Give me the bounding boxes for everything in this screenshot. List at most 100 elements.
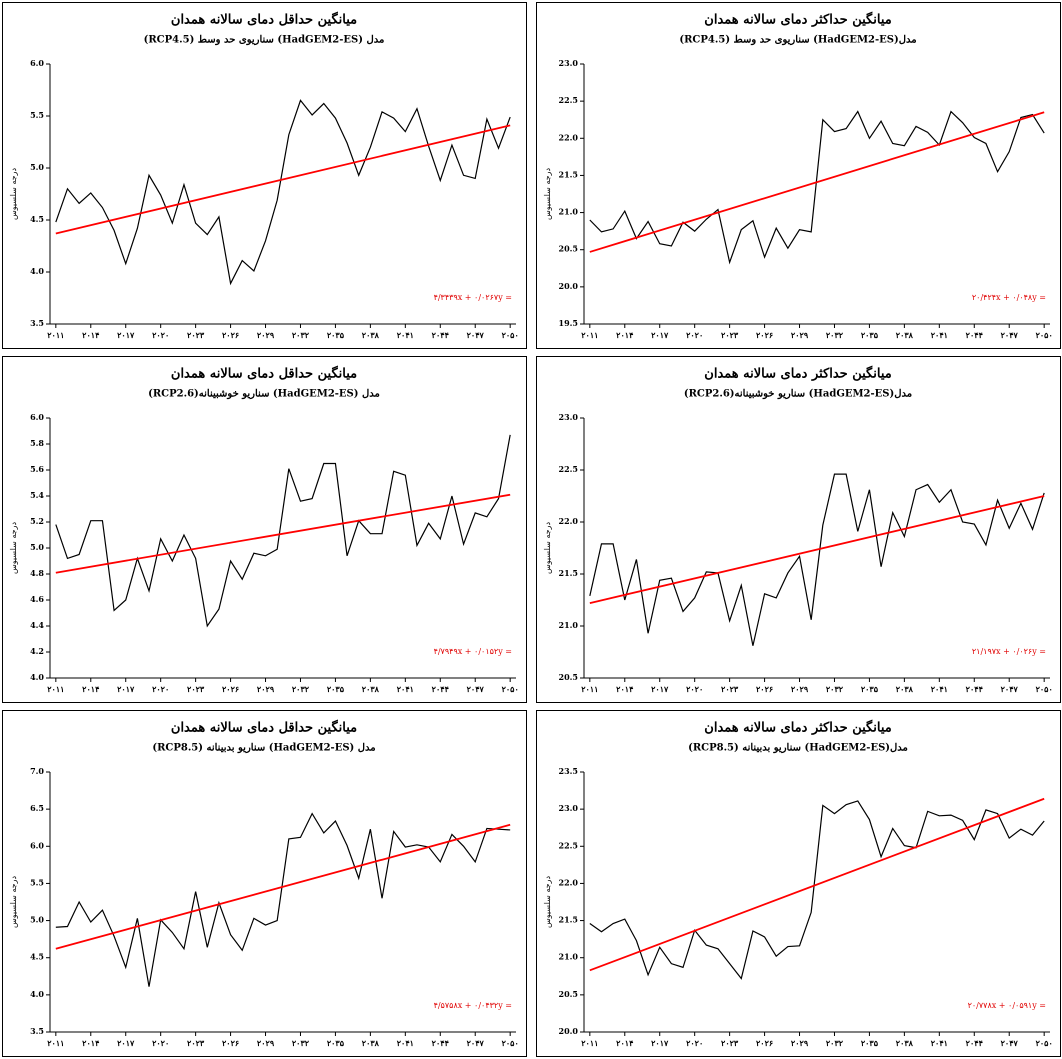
x-tick-label: ۲۰۲۳	[187, 684, 205, 694]
x-tick-label: ۲۰۳۸	[896, 1038, 914, 1048]
y-tick-label: 22.0	[559, 132, 579, 142]
x-tick-label: ۲۰۱۱	[581, 684, 598, 694]
y-tick-label: 23.0	[559, 58, 579, 68]
x-tick-label: ۲۰۳۲	[826, 330, 844, 340]
x-tick-label: ۲۰۲۶	[222, 1038, 239, 1048]
y-tick-label: 23.0	[559, 803, 579, 813]
y-tick-label: 6.0	[30, 412, 44, 422]
y-tick-label: 6.0	[30, 58, 44, 68]
equation: ۲۰/۴۲۴x + ۰/۰۴۸y =	[972, 293, 1046, 302]
x-tick-label: ۲۰۱۴	[82, 1038, 99, 1048]
chart-subtitle: مدل(HadGEM2-ES) سناریو بدبینانه (RCP8.5)	[688, 743, 908, 754]
chart-title: میانگین حداکثر دمای سالانه همدان	[704, 11, 891, 28]
trend-line	[589, 797, 1045, 972]
chart-title: میانگین حداقل دمای سالانه همدان	[171, 719, 357, 736]
y-tick-label: 20.5	[559, 672, 578, 682]
equation: ۴/۵۷۵۸x + ۰/۰۴۳۲y =	[434, 1001, 512, 1010]
x-tick-label: ۲۰۱۴	[616, 1038, 633, 1048]
x-tick-label: ۲۰۲۹	[791, 330, 809, 340]
y-tick-label: 7.0	[30, 766, 44, 776]
x-tick-label: ۲۰۲۳	[187, 330, 205, 340]
y-tick-label: 4.5	[30, 952, 44, 962]
chart-panel: میانگین حداکثر دمای سالانه همدان مدل(HadG…	[536, 356, 1061, 703]
x-tick-label: ۲۰۴۴	[432, 1038, 449, 1048]
x-tick-label: ۲۰۴۱	[397, 1038, 414, 1048]
trend-line	[55, 124, 511, 235]
x-tick-label: ۲۰۳۵	[861, 684, 879, 694]
panel-border	[536, 710, 1061, 1057]
y-tick-label: 21.5	[559, 568, 578, 578]
x-tick-label: ۲۰۲۹	[257, 1038, 275, 1048]
x-tick-label: ۲۰۴۱	[397, 684, 414, 694]
x-tick-label: ۲۰۴۱	[931, 330, 948, 340]
data-line	[55, 99, 511, 286]
x-tick-label: ۲۰۲۹	[257, 330, 275, 340]
x-tick-label: ۲۰۱۷	[117, 330, 135, 340]
x-tick-label: ۲۰۳۵	[327, 684, 345, 694]
y-axis-label: درجه سلسیوس	[9, 522, 18, 574]
x-tick-label: ۲۰۴۴	[432, 684, 449, 694]
x-tick-label: ۲۰۱۴	[616, 684, 633, 694]
x-tick-label: ۲۰۱۷	[117, 684, 135, 694]
y-tick-label: 4.6	[30, 594, 44, 604]
y-tick-label: 21.0	[559, 207, 579, 217]
y-tick-label: 5.2	[30, 516, 44, 526]
equation: ۲۱/۱۹۷x + ۰/۰۲۶y =	[972, 647, 1046, 656]
y-tick-label: 20.5	[559, 244, 578, 254]
y-tick-label: 4.4	[30, 620, 44, 630]
equation: ۲۰/۷۷۸x + ۰/۰۵۹۱y =	[968, 1001, 1046, 1010]
x-tick-label: ۲۰۴۱	[931, 684, 948, 694]
y-axis-label: درجه سلسیوس	[9, 876, 18, 928]
x-tick-label: ۲۰۲۶	[222, 684, 239, 694]
equation: ۴/۷۹۴۹x + ۰/۰۱۵۲y =	[434, 647, 512, 656]
chart-panel: میانگین حداقل دمای سالانه همدان مدل (HadG…	[2, 2, 527, 349]
y-tick-label: 5.6	[30, 464, 44, 474]
x-tick-label: ۲۰۲۰	[686, 330, 703, 340]
y-tick-label: 21.5	[559, 169, 578, 179]
y-tick-label: 6.5	[30, 803, 44, 813]
trend-line	[589, 111, 1045, 253]
x-tick-label: ۲۰۲۰	[152, 684, 169, 694]
x-tick-label: ۲۰۳۲	[826, 684, 844, 694]
y-tick-label: 22.5	[559, 464, 578, 474]
x-tick-label: ۲۰۲۶	[756, 684, 773, 694]
x-tick-label: ۲۰۲۳	[721, 330, 739, 340]
chart-panel: میانگین حداقل دمای سالانه همدان مدل (HadG…	[2, 356, 527, 703]
x-tick-label: ۲۰۲۹	[257, 684, 275, 694]
y-axis-label: درجه سلسیوس	[543, 876, 552, 928]
x-tick-label: ۲۰۲۹	[791, 1038, 809, 1048]
panel-border	[2, 356, 527, 703]
trend-line	[55, 493, 511, 574]
equation: ۴/۳۴۳۹x + ۰/۰۲۶۷y =	[434, 293, 512, 302]
x-tick-label: ۲۰۱۷	[117, 1038, 135, 1048]
x-tick-label: ۲۰۳۸	[896, 330, 914, 340]
x-tick-label: ۲۰۴۷	[1001, 1038, 1019, 1048]
y-tick-label: 20.0	[559, 281, 579, 291]
trend-line	[589, 495, 1045, 604]
x-tick-label: ۲۰۴۷	[1001, 330, 1019, 340]
x-tick-label: ۲۰۳۲	[826, 1038, 844, 1048]
y-axis-label: درجه سلسیوس	[543, 168, 552, 220]
y-tick-label: 4.8	[30, 568, 44, 578]
x-tick-label: ۲۰۱۴	[616, 330, 633, 340]
y-tick-label: 3.5	[30, 318, 44, 328]
chart-subtitle: مدل(HadGEM2-ES) سناریو خوشبینانه(RCP2.6)	[684, 389, 912, 400]
panel-border	[536, 356, 1061, 703]
chart-title: میانگین حداقل دمای سالانه همدان	[171, 365, 357, 382]
y-tick-label: 19.5	[559, 318, 578, 328]
x-tick-label: ۲۰۱۱	[47, 330, 64, 340]
x-tick-label: ۲۰۴۷	[467, 684, 485, 694]
y-axis-label: درجه سلسیوس	[543, 522, 552, 574]
y-tick-label: 4.0	[30, 266, 44, 276]
data-line	[55, 434, 511, 628]
chart-subtitle: مدل (HadGEM2-ES) سناریو بدبینانه (RCP8.5…	[152, 743, 375, 754]
y-tick-label: 5.5	[30, 877, 44, 887]
chart-panel: میانگین حداکثر دمای سالانه همدان مدل(HadG…	[536, 710, 1061, 1057]
x-tick-label: ۲۰۵۰	[1036, 1038, 1053, 1048]
x-tick-label: ۲۰۱۷	[651, 330, 669, 340]
x-tick-label: ۲۰۴۴	[966, 330, 983, 340]
x-tick-label: ۲۰۵۰	[502, 1038, 519, 1048]
chart-title: میانگین حداکثر دمای سالانه همدان	[704, 365, 891, 382]
y-tick-label: 4.2	[30, 646, 44, 656]
